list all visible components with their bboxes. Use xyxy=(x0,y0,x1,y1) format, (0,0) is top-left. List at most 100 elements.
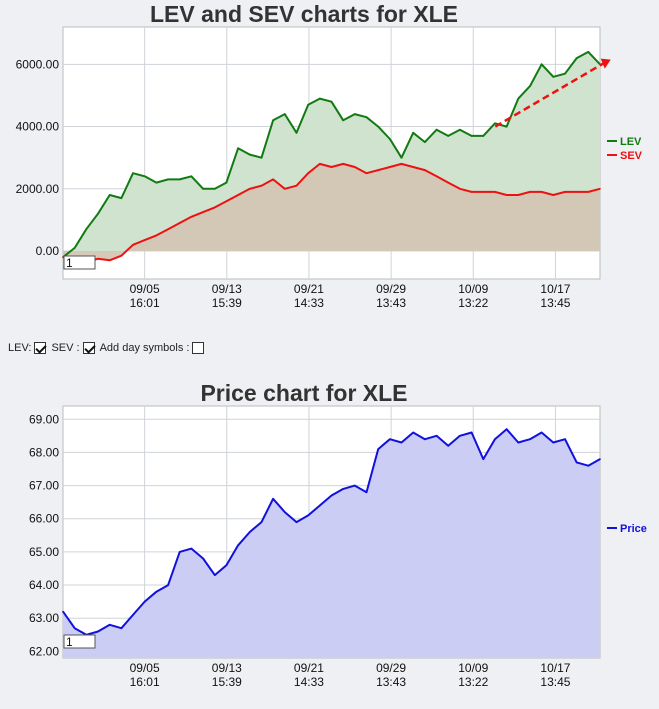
price-zoom-box-label: 1 xyxy=(66,635,73,649)
lev-toggle-checkbox[interactable] xyxy=(34,342,47,354)
data-point-price xyxy=(377,448,380,450)
data-point-lev xyxy=(482,135,485,137)
data-point-price xyxy=(412,431,415,434)
data-point-lev xyxy=(295,132,298,134)
data-point-price xyxy=(307,514,310,517)
data-point-price xyxy=(108,624,111,626)
x-tick-time: 14:33 xyxy=(294,296,324,310)
data-point-price xyxy=(249,531,251,533)
data-point-sev xyxy=(400,163,403,165)
data-point-sev xyxy=(225,200,228,202)
x-tick-time: 13:22 xyxy=(458,675,488,689)
data-point-sev xyxy=(132,244,134,246)
data-point-sev xyxy=(494,191,496,193)
y-tick-label: 4000.00 xyxy=(16,120,60,134)
data-point-lev xyxy=(564,72,566,75)
data-point-lev xyxy=(494,122,496,125)
lev-zoom-box[interactable]: 1 xyxy=(63,255,96,270)
data-point-lev xyxy=(470,135,473,137)
legend-label-price: Price xyxy=(620,523,647,535)
data-point-sev xyxy=(552,194,555,196)
lev-trend-arrow xyxy=(494,58,611,128)
data-point-sev xyxy=(424,169,426,171)
data-point-sev xyxy=(178,222,181,224)
data-point-lev xyxy=(505,125,508,128)
data-point-sev xyxy=(505,194,508,196)
data-point-price xyxy=(587,464,590,467)
data-point-price xyxy=(564,438,566,440)
y-tick-label: 68.00 xyxy=(29,445,59,459)
data-point-price xyxy=(517,441,520,444)
data-point-lev xyxy=(97,212,99,215)
legend-item-lev[interactable]: LEV xyxy=(607,136,642,148)
data-point-sev xyxy=(249,188,251,190)
x-tick-date: 09/29 xyxy=(376,661,406,675)
lev-toggle-label: LEV: xyxy=(8,342,32,354)
data-point-lev xyxy=(400,156,403,159)
data-point-sev xyxy=(155,234,158,237)
x-tick-time: 16:01 xyxy=(130,296,160,310)
data-point-lev xyxy=(202,188,204,190)
data-point-sev xyxy=(342,163,345,165)
data-point-lev xyxy=(424,141,426,143)
legend-label-sev: SEV xyxy=(620,150,643,162)
data-point-lev xyxy=(260,156,263,159)
data-point-sev xyxy=(143,239,146,241)
data-point-lev xyxy=(342,119,345,122)
data-point-price xyxy=(529,438,531,440)
data-point-lev xyxy=(587,51,590,53)
data-point-price xyxy=(540,431,543,434)
data-point-price xyxy=(143,600,146,603)
data-point-price xyxy=(552,441,555,444)
data-point-price xyxy=(400,441,403,444)
y-tick-label: 64.00 xyxy=(29,578,59,592)
data-point-sev xyxy=(295,184,298,187)
data-point-lev xyxy=(330,100,333,103)
x-tick-time: 15:39 xyxy=(212,675,242,689)
data-point-lev xyxy=(284,113,286,115)
data-point-sev xyxy=(260,184,263,187)
data-point-lev xyxy=(73,247,76,249)
data-point-lev xyxy=(143,175,146,178)
data-point-lev xyxy=(552,76,555,78)
y-tick-label: 6000.00 xyxy=(16,57,60,71)
data-point-price xyxy=(435,435,438,437)
price-chart-title: Price chart for XLE xyxy=(200,380,407,406)
legend-item-price[interactable]: Price xyxy=(607,523,647,535)
data-point-price xyxy=(575,461,578,464)
data-point-lev xyxy=(307,104,310,106)
data-point-sev xyxy=(108,259,111,262)
data-point-price xyxy=(97,630,99,633)
data-point-sev xyxy=(470,191,473,193)
data-point-lev xyxy=(132,172,134,174)
sev-toggle-checkbox[interactable] xyxy=(82,342,95,354)
legend-label-lev: LEV xyxy=(620,136,642,148)
x-tick-date: 10/09 xyxy=(458,661,488,675)
data-point-lev xyxy=(178,178,181,181)
x-tick-date: 09/21 xyxy=(294,282,324,296)
data-point-sev xyxy=(365,172,368,174)
data-point-price xyxy=(62,610,64,613)
data-point-lev xyxy=(412,132,415,134)
data-point-sev xyxy=(62,256,64,259)
data-point-lev xyxy=(575,57,578,59)
price-zoom-box[interactable]: 1 xyxy=(63,634,96,649)
data-point-lev xyxy=(225,181,228,184)
data-point-sev xyxy=(272,178,274,181)
x-tick-date: 09/29 xyxy=(376,282,406,296)
data-point-sev xyxy=(97,258,99,260)
day-symbols-checkbox[interactable] xyxy=(192,342,205,354)
data-point-price xyxy=(365,491,368,493)
data-point-sev xyxy=(190,216,193,218)
x-tick-time: 15:39 xyxy=(212,296,242,310)
data-point-price xyxy=(295,521,298,523)
x-tick-time: 16:01 xyxy=(130,675,160,689)
data-point-price xyxy=(214,574,216,576)
trend-arrow-line xyxy=(494,61,606,128)
data-point-lev xyxy=(459,128,461,131)
data-point-price xyxy=(120,627,123,629)
sev-toggle-label: SEV : xyxy=(51,342,80,354)
data-point-lev xyxy=(319,97,321,100)
legend-item-sev[interactable]: SEV xyxy=(607,150,643,162)
